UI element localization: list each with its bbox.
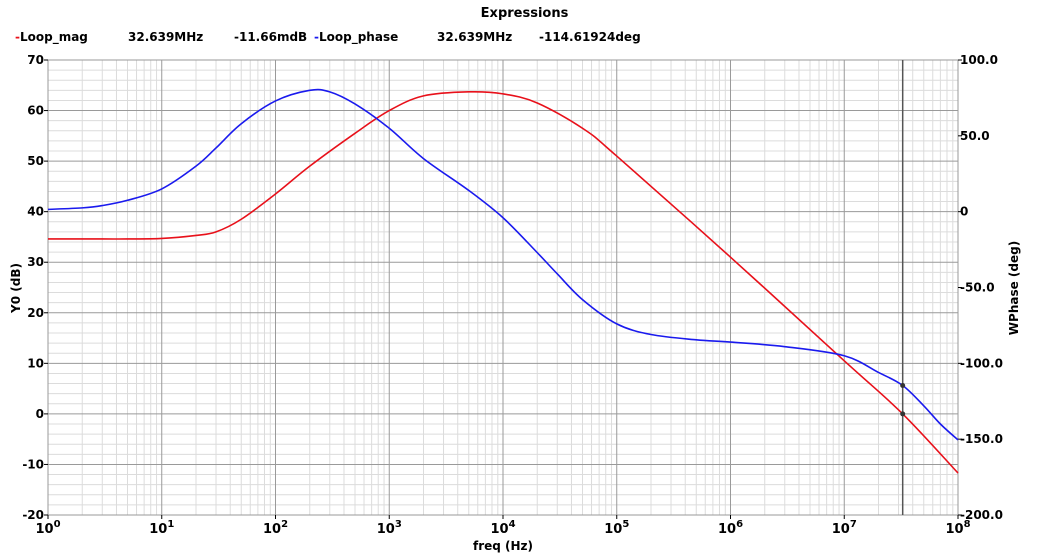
x-tick-label: 103 — [377, 519, 402, 537]
x-tick-label: 106 — [718, 519, 743, 537]
cursor-marker — [900, 382, 906, 388]
y-right-tick-label: 100.0 — [960, 53, 998, 67]
legend-loop-mag[interactable]: -Loop_mag — [15, 30, 88, 44]
y-left-tick-label: -20 — [22, 508, 44, 522]
series-line-loop-phase[interactable] — [47, 88, 959, 441]
x-tick-label: 105 — [604, 519, 629, 537]
loop-mag-legend-line-icon: - — [15, 30, 20, 44]
x-tick-label: 102 — [263, 519, 288, 537]
x-tick-label: 104 — [490, 519, 515, 537]
legend-loop-phase-value: -114.61924deg — [539, 30, 641, 44]
y-left-tick-label: 0 — [36, 407, 44, 421]
y-right-tick-label: -150.0 — [960, 432, 1003, 446]
cursor-marker — [900, 411, 906, 417]
y-axis-left-label: Y0 (dB) — [9, 263, 23, 314]
y-left-tick-label: 60 — [27, 104, 44, 118]
x-tick-label: 107 — [832, 519, 857, 537]
legend-loop-mag-freq: 32.639MHz — [128, 30, 204, 44]
x-tick-label: 100 — [35, 519, 60, 537]
loop-phase-legend-line-icon: - — [314, 30, 319, 44]
y-left-tick-label: 40 — [27, 205, 44, 219]
y-left-tick-label: 10 — [27, 356, 44, 370]
y-right-tick-label: 50.0 — [960, 129, 990, 143]
window-title: Expressions — [480, 6, 569, 21]
x-axis-label: freq (Hz) — [473, 539, 533, 553]
loop-phase-legend-name: Loop_phase — [318, 30, 399, 44]
y-left-tick-label: 50 — [27, 154, 44, 168]
axis-ticks: 100 101 102 103 104 105 106 107 1087060504030201… — [22, 53, 1003, 537]
y-right-tick-label: -200.0 — [960, 508, 1003, 522]
x-tick-label: 108 — [945, 519, 970, 537]
legend-loop-phase[interactable]: -Loop_phase — [314, 30, 398, 44]
y-left-tick-label: 30 — [27, 255, 44, 269]
y-left-tick-label: -10 — [22, 457, 44, 471]
series-lines — [47, 60, 959, 515]
series-line-loop-mag[interactable] — [47, 90, 959, 474]
x-tick-label: 101 — [149, 519, 174, 537]
grid — [47, 59, 959, 516]
y-right-tick-label: -50.0 — [960, 281, 995, 295]
y-left-tick-label: 70 — [27, 53, 44, 67]
loop-mag-legend-name: Loop_mag — [19, 30, 88, 44]
legend-loop-phase-freq: 32.639MHz — [437, 30, 513, 44]
y-axis-right-label: WPhase (deg) — [1007, 241, 1021, 335]
legend-loop-mag-value: -11.66mdB — [234, 30, 308, 44]
y-right-tick-label: -100.0 — [960, 356, 1003, 370]
y-left-tick-label: 20 — [27, 306, 44, 320]
y-right-tick-label: 0 — [960, 205, 968, 219]
